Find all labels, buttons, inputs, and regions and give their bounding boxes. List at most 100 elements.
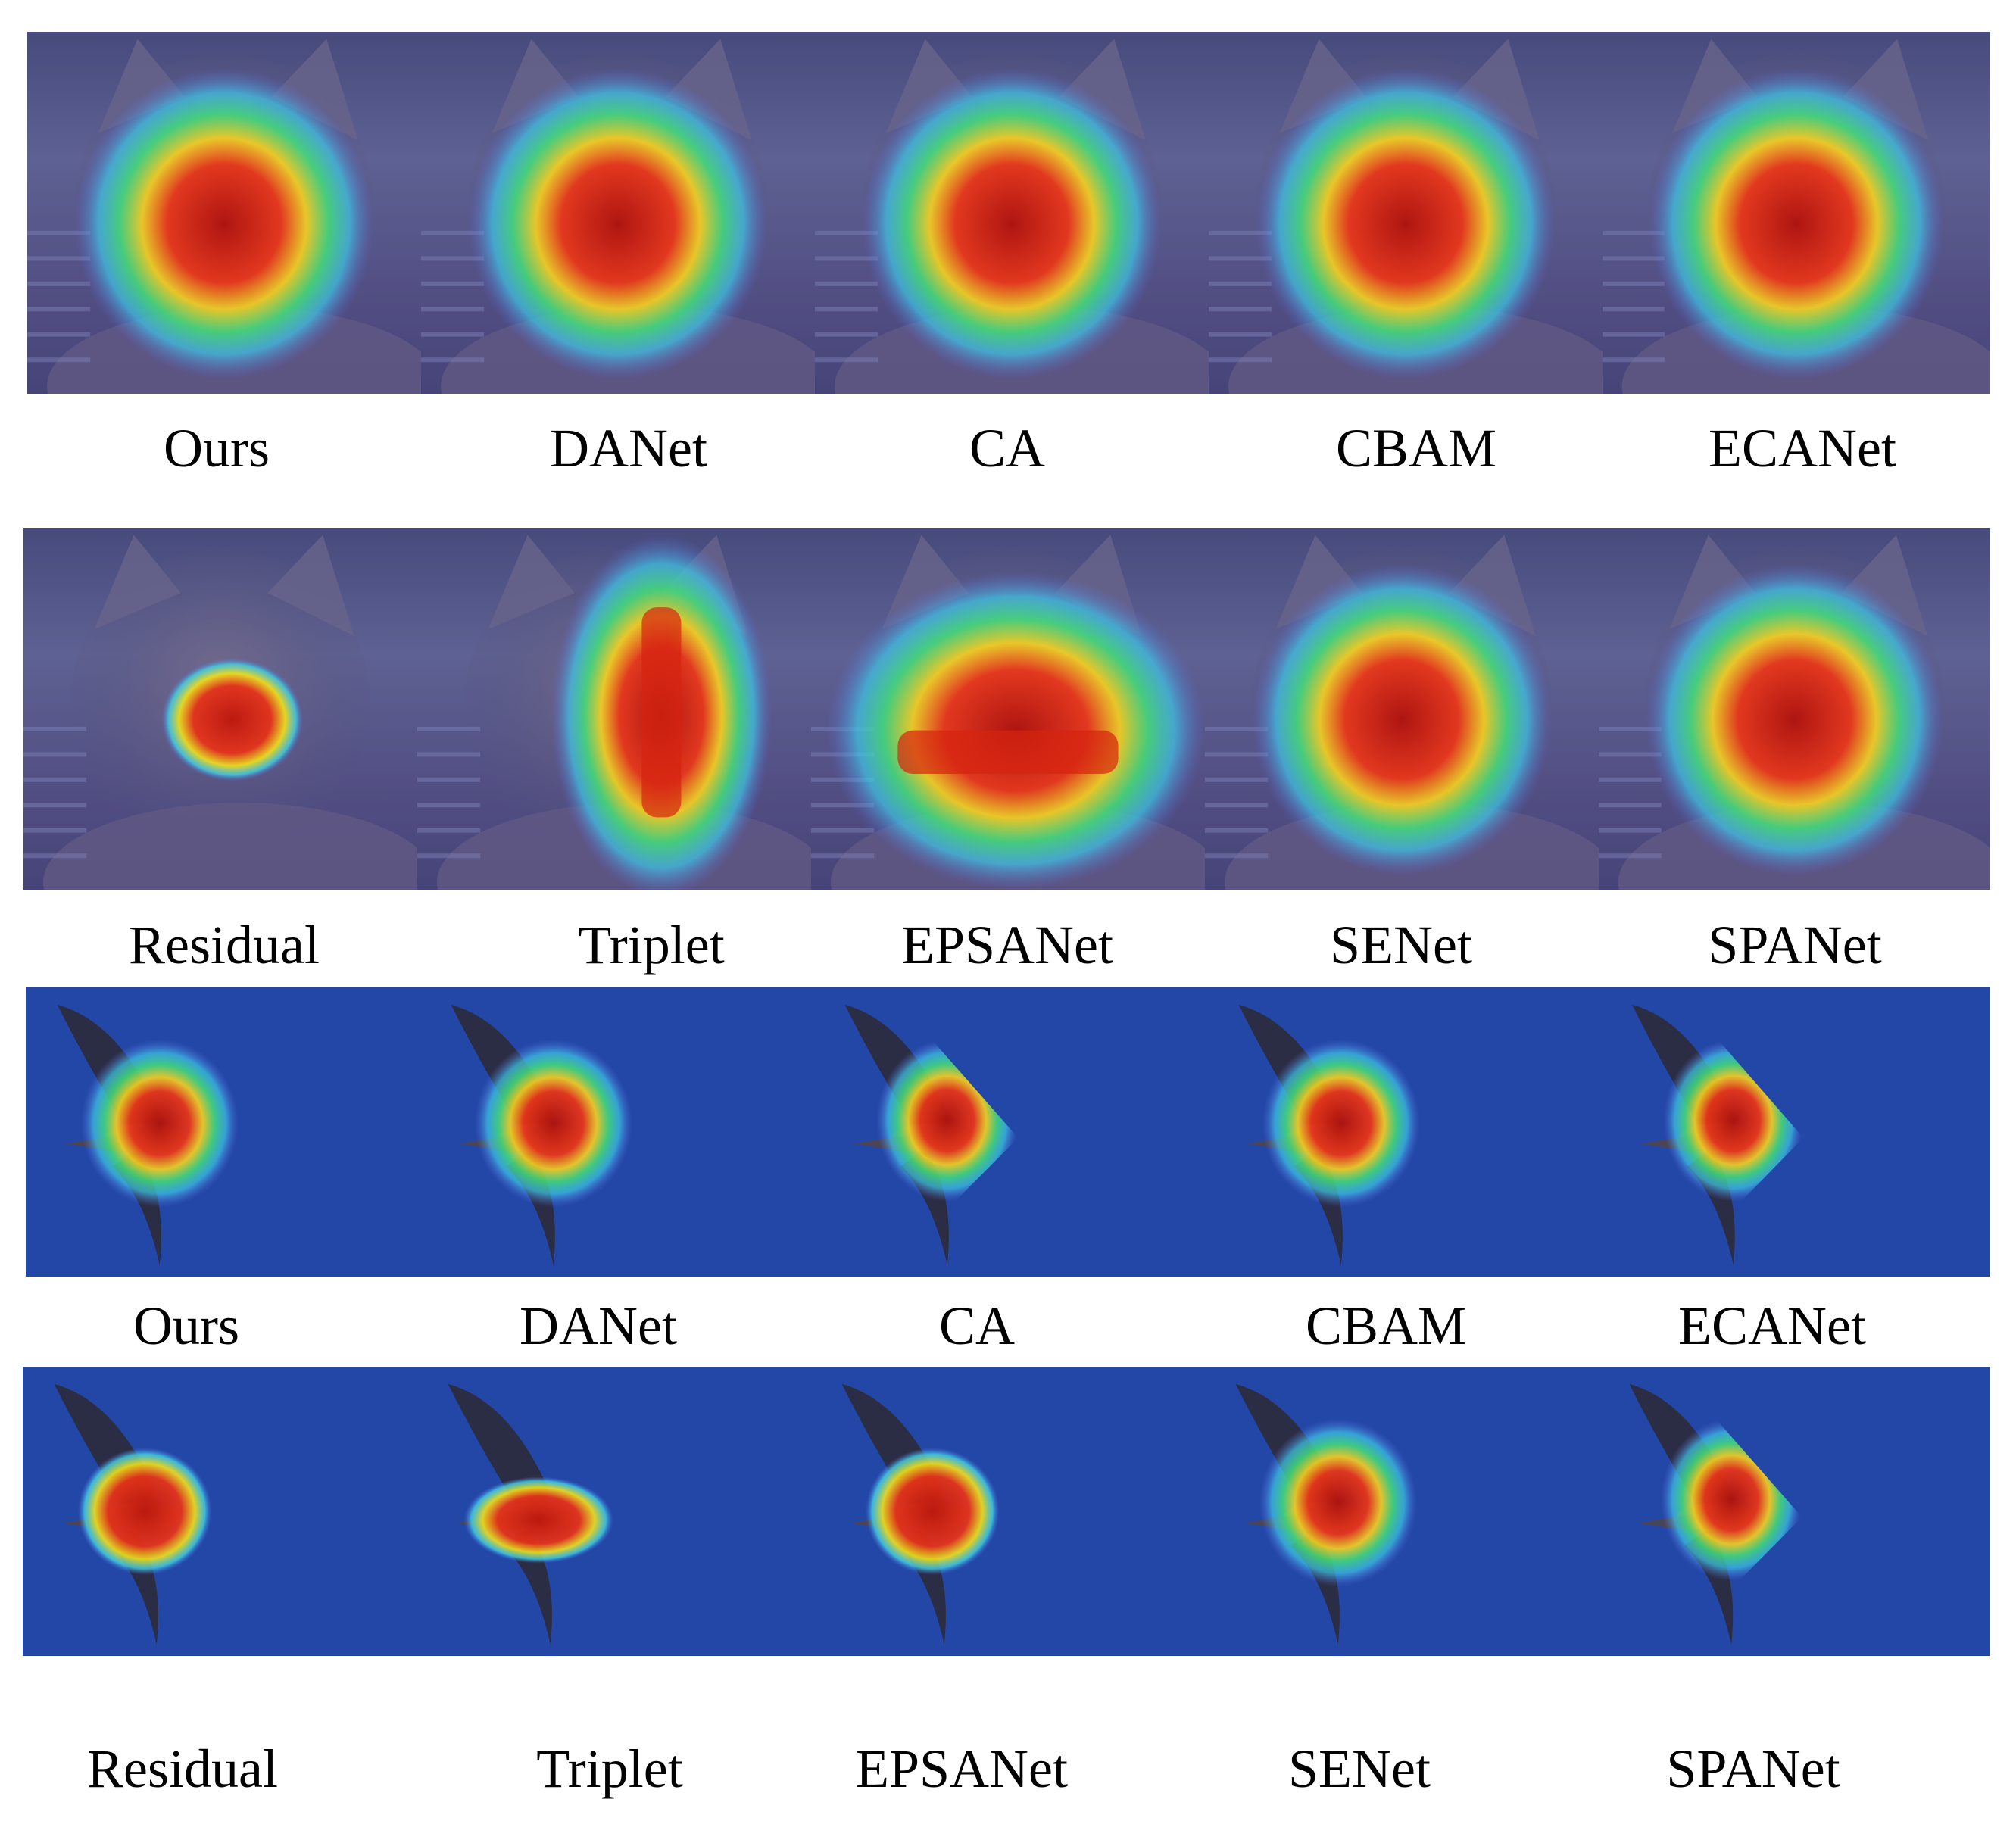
cat-left-ear: [94, 535, 181, 629]
background-pattern: [1205, 726, 1269, 731]
background-pattern: [1209, 230, 1272, 235]
heatmap-tile-cat: [1209, 32, 1603, 394]
tile-content: [1601, 987, 1990, 1277]
heatmap-overlay: [862, 67, 1162, 379]
background-pattern: [815, 307, 878, 312]
method-label: ECANet: [1709, 418, 1896, 479]
background-pattern: [1603, 307, 1665, 312]
background-pattern: [23, 752, 87, 757]
method-label: CBAM: [1305, 1296, 1467, 1356]
heatmap-overlay: [865, 1447, 1000, 1576]
tile-content: [23, 1367, 417, 1656]
background-pattern: [27, 357, 91, 363]
tile-content: [1209, 32, 1603, 394]
tile-content: [417, 528, 811, 890]
background-pattern: [811, 803, 875, 808]
background-pattern: [1205, 752, 1269, 757]
background-pattern: [1603, 230, 1665, 235]
background-pattern: [1209, 357, 1272, 363]
tile-content: [815, 32, 1209, 394]
background-pattern: [811, 828, 875, 833]
background-pattern: [815, 256, 878, 261]
method-label: SPANet: [1708, 915, 1882, 975]
tile-content: [810, 1367, 1204, 1656]
method-label: Triplet: [578, 915, 725, 975]
cat-body: [43, 803, 417, 890]
background-pattern: [815, 357, 878, 363]
tile-content: [813, 987, 1207, 1277]
heatmap-overlay: [1259, 1418, 1417, 1587]
method-label: Residual: [129, 915, 320, 975]
background-pattern: [1603, 256, 1665, 261]
background-pattern: [1599, 803, 1662, 808]
method-label: Residual: [87, 1738, 278, 1799]
background-pattern: [815, 230, 878, 235]
heatmap-overlay: [1663, 1039, 1804, 1202]
background-pattern: [417, 803, 481, 808]
heatmap-overlay: [80, 1039, 239, 1208]
heatmap-overlay: [474, 1039, 632, 1208]
method-label: Triplet: [536, 1738, 683, 1799]
heatmap-tile-cat: [1599, 528, 1990, 890]
heatmap-hotspot: [641, 607, 682, 818]
tile-content: [811, 528, 1205, 890]
background-pattern: [1599, 777, 1662, 782]
background-pattern: [1599, 752, 1662, 757]
tile-content: [27, 32, 421, 394]
heatmap-overlay: [468, 67, 768, 379]
method-label: EPSANet: [855, 1738, 1069, 1799]
background-pattern: [417, 853, 481, 859]
tile-content: [23, 528, 417, 890]
heatmap-tile-bird: [26, 987, 420, 1277]
cat-left-ear: [488, 535, 575, 629]
background-pattern: [417, 752, 481, 757]
heatmap-tile-cat: [815, 32, 1209, 394]
tile-content: [1599, 528, 1990, 890]
heatmap-tile-bird: [1601, 987, 1990, 1277]
background-pattern: [811, 853, 875, 859]
heatmap-overlay: [463, 1476, 613, 1564]
method-label: ECANet: [1678, 1296, 1866, 1356]
tile-content: [420, 987, 813, 1277]
heatmap-overlay: [77, 1447, 212, 1576]
background-pattern: [1209, 281, 1272, 286]
method-label: CBAM: [1335, 418, 1497, 479]
method-label: SPANet: [1666, 1738, 1840, 1799]
heatmap-overlay: [1660, 1418, 1802, 1581]
heatmap-overlay: [1252, 563, 1552, 875]
tile-content: [421, 32, 815, 394]
heatmap-tile-bird: [810, 1367, 1204, 1656]
background-pattern: [421, 230, 485, 235]
background-pattern: [23, 828, 87, 833]
method-label: SENet: [1330, 915, 1472, 975]
method-label: CA: [969, 418, 1046, 479]
background-pattern: [1209, 256, 1272, 261]
tile-content: [26, 987, 420, 1277]
background-pattern: [1599, 853, 1662, 859]
heatmap-tile-cat: [1603, 32, 1990, 394]
background-pattern: [1209, 332, 1272, 337]
heatmap-tile-bird: [813, 987, 1207, 1277]
background-pattern: [417, 828, 481, 833]
background-pattern: [815, 332, 878, 337]
background-pattern: [23, 803, 87, 808]
tile-content: [1204, 1367, 1598, 1656]
heatmap-tile-cat: [23, 528, 417, 890]
heatmap-tile-cat: [1205, 528, 1599, 890]
background-pattern: [1205, 853, 1269, 859]
heatmap-tile-bird: [23, 1367, 417, 1656]
background-pattern: [27, 281, 91, 286]
tiles-layer: [23, 32, 1990, 1656]
background-pattern: [27, 230, 91, 235]
background-pattern: [1205, 803, 1269, 808]
heatmap-tile-bird: [1207, 987, 1601, 1277]
background-pattern: [421, 307, 485, 312]
heatmap-overlay: [1262, 1039, 1420, 1208]
method-label: EPSANet: [900, 915, 1114, 975]
tile-content: [1205, 528, 1599, 890]
background-pattern: [1599, 726, 1662, 731]
background-pattern: [1603, 281, 1665, 286]
heatmap-overlay: [1649, 67, 1944, 379]
background-pattern: [1205, 777, 1269, 782]
